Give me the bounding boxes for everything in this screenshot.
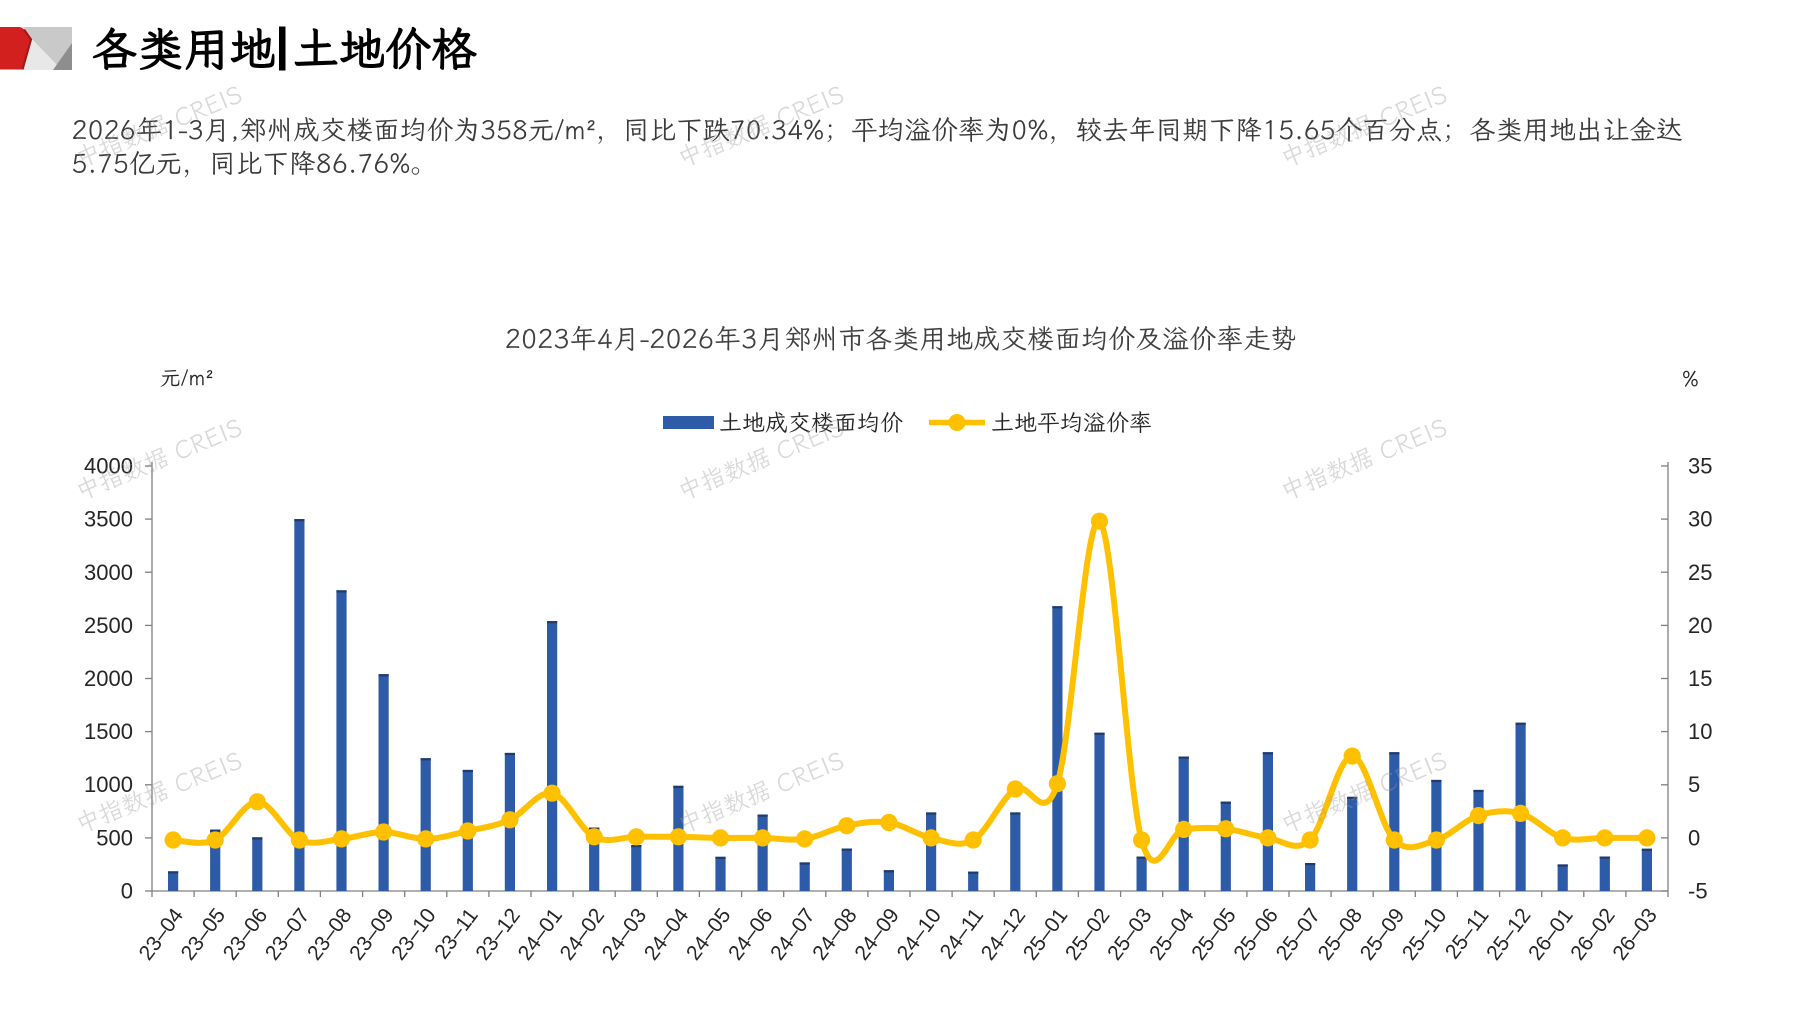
svg-text:1000: 1000 xyxy=(84,772,133,797)
svg-text:25: 25 xyxy=(1688,560,1712,585)
svg-text:0: 0 xyxy=(1688,825,1700,850)
svg-text:10: 10 xyxy=(1688,719,1712,744)
svg-text:15: 15 xyxy=(1688,666,1712,691)
svg-text:5: 5 xyxy=(1688,772,1700,797)
svg-text:-5: -5 xyxy=(1688,879,1708,904)
svg-text:500: 500 xyxy=(96,825,133,850)
svg-text:35: 35 xyxy=(1688,454,1712,479)
svg-text:2000: 2000 xyxy=(84,666,133,691)
svg-text:20: 20 xyxy=(1688,613,1712,638)
svg-text:4000: 4000 xyxy=(84,454,133,479)
svg-text:3000: 3000 xyxy=(84,560,133,585)
svg-text:1500: 1500 xyxy=(84,719,133,744)
svg-text:2500: 2500 xyxy=(84,613,133,638)
svg-text:3500: 3500 xyxy=(84,507,133,532)
svg-text:30: 30 xyxy=(1688,507,1712,532)
svg-text:0: 0 xyxy=(121,879,133,904)
